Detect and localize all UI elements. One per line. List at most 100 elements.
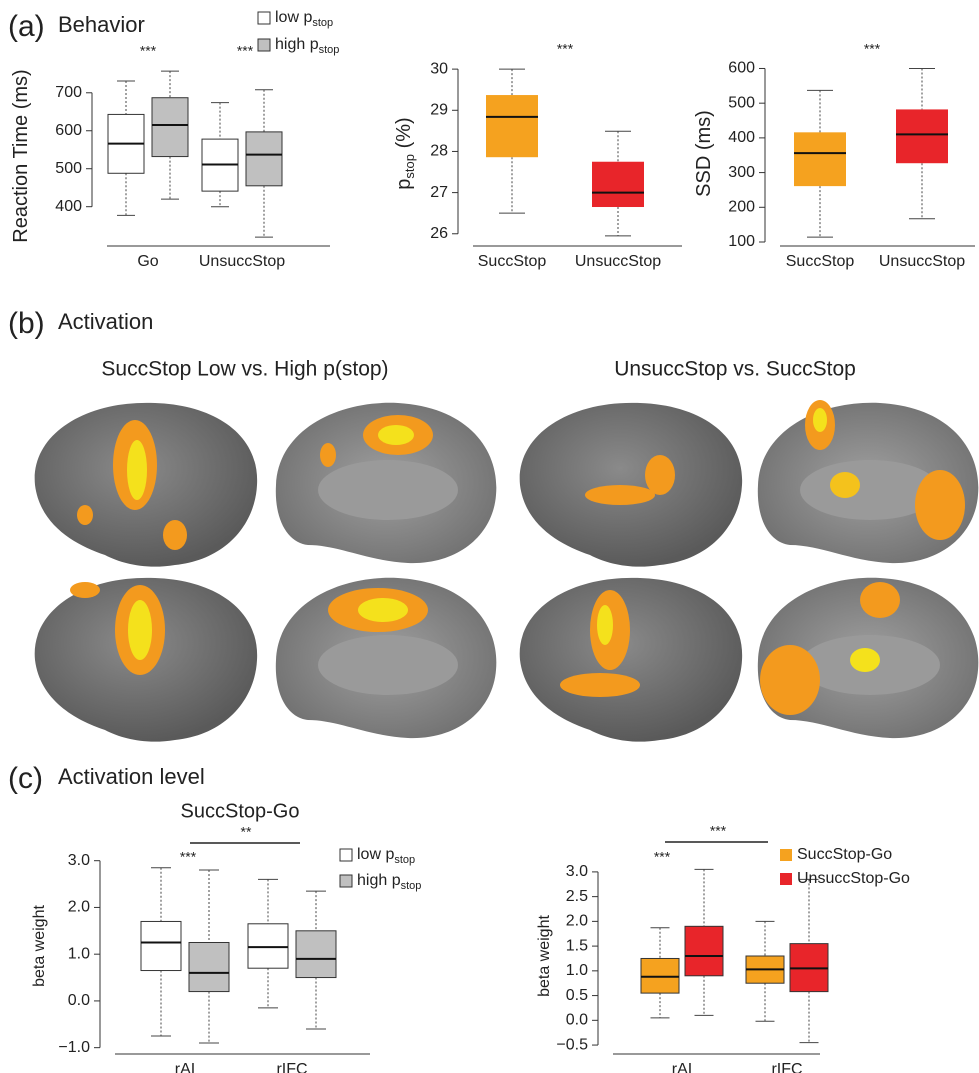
x-tick-label: SuccStop (478, 253, 547, 270)
significance: *** (864, 41, 881, 57)
brain-images (35, 400, 979, 742)
x-tick-label: UnsuccStop (575, 253, 661, 270)
legend-swatch (340, 849, 352, 861)
legend-swatch (340, 875, 352, 887)
legend-name: high p (275, 36, 319, 53)
brain (520, 403, 742, 567)
y-tick-label: 0.0 (68, 992, 90, 1009)
legend-sub: stop (312, 17, 333, 29)
x-tick-label: rAI (175, 1061, 195, 1073)
significance: *** (140, 43, 157, 59)
y-label-sub: stop (402, 154, 417, 179)
brain-title: SuccStop Low vs. High p(stop) (101, 358, 388, 381)
brain (276, 403, 497, 563)
legend-sub: stop (394, 854, 415, 866)
brain-title: UnsuccStop vs. SuccStop (614, 358, 856, 381)
y-label-text: beta weight (31, 905, 48, 987)
legend-label: UnsuccStop-Go (797, 870, 910, 887)
brain (276, 578, 497, 738)
y-tick-label: 0.5 (566, 987, 588, 1004)
brain (758, 578, 979, 738)
y-label-text: SSD (ms) (693, 110, 715, 197)
y-tick-label: 26 (430, 225, 448, 242)
panel-label: (a) (8, 10, 45, 43)
legend-name: low p (357, 846, 394, 863)
y-tick-label: 400 (728, 129, 755, 146)
y-label-text: p (393, 179, 415, 190)
box (141, 921, 181, 970)
y-tick-label: 500 (728, 94, 755, 111)
legend-label: high pstop (357, 872, 421, 892)
y-tick-label: 2.5 (566, 888, 588, 905)
y-tick-label: −0.5 (556, 1036, 588, 1053)
significance: *** (237, 43, 254, 59)
y-tick-label: 3.0 (68, 852, 90, 869)
legend-swatch (780, 849, 792, 861)
legend-label: SuccStop-Go (797, 846, 892, 863)
y-tick-label: 1.0 (68, 945, 90, 962)
box (296, 931, 336, 978)
y-tick-label: 600 (728, 60, 755, 77)
box (794, 132, 846, 186)
legend-swatch (258, 12, 270, 24)
x-tick-label: Go (137, 253, 158, 270)
figure: (a) Behavior (b) Activation (c) Activati… (0, 0, 979, 1073)
legend-swatch (780, 873, 792, 885)
legend-name: UnsuccStop-Go (797, 870, 910, 887)
legend-name: SuccStop-Go (797, 846, 892, 863)
box (592, 162, 644, 207)
y-tick-label: 0.0 (566, 1012, 588, 1029)
y-tick-label: 28 (430, 143, 448, 160)
panel-label: (c) (8, 762, 43, 795)
legend-label: low pstop (357, 846, 415, 866)
brain (35, 578, 257, 742)
y-tick-label: 400 (55, 198, 82, 215)
legend-label: high pstop (275, 36, 339, 56)
box (896, 109, 948, 163)
legend-name: high p (357, 872, 401, 889)
x-tick-label: UnsuccStop (199, 253, 285, 270)
chart-title: SuccStop-Go (181, 800, 300, 822)
y-axis-label: pstop (%) (393, 117, 417, 189)
legend-swatch (258, 39, 270, 51)
y-axis-label: SSD (ms) (693, 110, 715, 197)
box (246, 132, 282, 186)
brain (520, 578, 742, 742)
y-tick-label: 2.0 (566, 913, 588, 930)
x-tick-label: UnsuccStop (879, 253, 965, 270)
box (486, 95, 538, 157)
box (152, 98, 188, 157)
y-tick-label: 100 (728, 233, 755, 250)
panel-title: Activation level (58, 764, 205, 789)
y-tick-label: 300 (728, 164, 755, 181)
y-tick-label: 1.0 (566, 962, 588, 979)
y-label-end: (%) (393, 117, 415, 154)
y-label-text: beta weight (536, 915, 553, 997)
legend-label: low pstop (275, 9, 333, 29)
y-tick-label: 2.0 (68, 899, 90, 916)
significance: *** (557, 41, 574, 57)
panel-title: Behavior (58, 12, 145, 37)
y-axis-label: Reaction Time (ms) (10, 69, 32, 242)
y-tick-label: 1.5 (566, 937, 588, 954)
significance: *** (710, 823, 727, 839)
panel-title: Activation (58, 309, 153, 334)
y-tick-label: 500 (55, 160, 82, 177)
brain (758, 400, 979, 563)
y-tick-label: 27 (430, 184, 448, 201)
y-tick-label: 29 (430, 101, 448, 118)
x-tick-label: rIFC (276, 1061, 307, 1073)
y-tick-label: 600 (55, 122, 82, 139)
y-tick-label: 200 (728, 199, 755, 216)
panel-label: (b) (8, 307, 45, 340)
significance: *** (180, 849, 197, 865)
legend-name: low p (275, 9, 312, 26)
y-axis-label: beta weight (31, 905, 48, 987)
x-tick-label: rAI (672, 1061, 692, 1073)
box (189, 942, 229, 991)
